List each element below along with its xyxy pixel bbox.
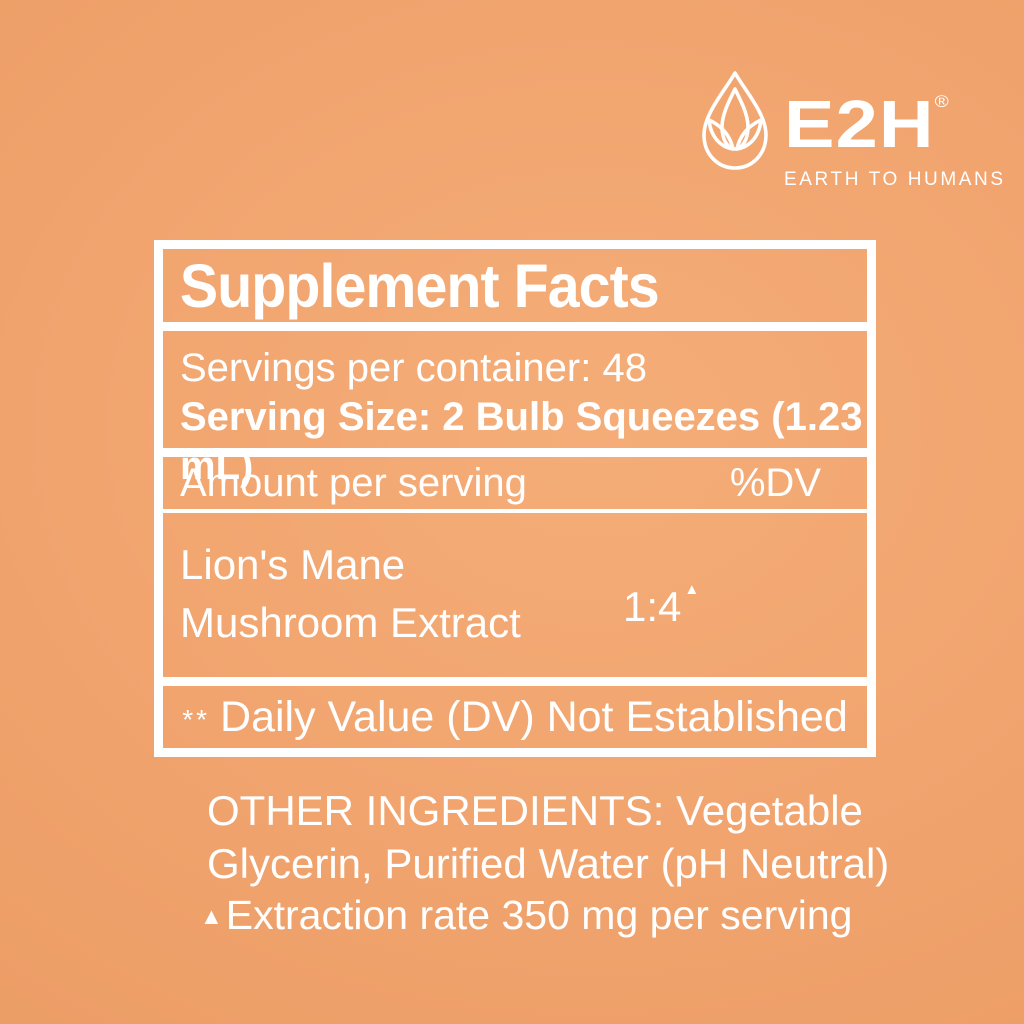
supplement-facts-panel: Supplement Facts Servings per container:…	[154, 240, 876, 757]
ingredient-name: Lion's Mane Mushroom Extract	[180, 536, 521, 652]
thin-divider	[163, 509, 867, 513]
ingredient-amount: 1:4 ▲	[623, 581, 699, 631]
footnote-text: Daily Value (DV) Not Established	[220, 692, 848, 741]
divider	[163, 677, 867, 686]
brand-tagline: EARTH TO HUMANS	[784, 169, 1006, 190]
extraction-note-text: Extraction rate 350 mg per serving	[225, 892, 853, 938]
brand-text: E2H® EARTH TO HUMANS	[784, 70, 1006, 191]
footnote-asterisks: **	[182, 704, 211, 735]
dv-footnote: ** Daily Value (DV) Not Established	[163, 686, 867, 748]
divider	[163, 322, 867, 331]
ingredient-name-line1: Lion's Mane	[180, 541, 406, 588]
brand-name: E2H	[784, 87, 935, 162]
brand-logo: E2H® EARTH TO HUMANS	[696, 70, 1006, 191]
other-ingredients: OTHER INGREDIENTS: Vegetable Glycerin, P…	[207, 784, 889, 890]
ingredient-name-line2: Mushroom Extract	[180, 599, 521, 646]
servings-section: Servings per container: 48 Serving Size:…	[163, 331, 867, 488]
triangle-marker-icon: ▲	[684, 581, 700, 598]
supplement-facts-title: Supplement Facts	[179, 252, 660, 320]
percent-dv-header: %DV	[729, 460, 821, 505]
lotus-drop-icon	[702, 71, 768, 170]
serving-size: Serving Size: 2 Bulb Squeezes (1.23 mL)	[180, 395, 863, 488]
registered-trademark-symbol: ®	[934, 92, 949, 111]
extraction-ratio: 1:4	[623, 583, 682, 630]
servings-per-container: Servings per container: 48	[180, 346, 647, 390]
amount-per-serving-header: Amount per serving	[180, 460, 527, 505]
divider	[163, 448, 867, 457]
amount-header-row: Amount per serving %DV	[163, 457, 867, 509]
other-ingredients-line1: OTHER INGREDIENTS: Vegetable	[207, 787, 863, 834]
brand-wordmark: E2H®	[784, 70, 1024, 158]
ingredient-row: Lion's Mane Mushroom Extract 1:4 ▲	[163, 513, 867, 677]
other-ingredients-line2: Glycerin, Purified Water (pH Neutral)	[207, 840, 890, 887]
extraction-note: ▲Extraction rate 350 mg per serving	[200, 892, 852, 939]
triangle-marker-icon: ▲	[200, 903, 223, 929]
